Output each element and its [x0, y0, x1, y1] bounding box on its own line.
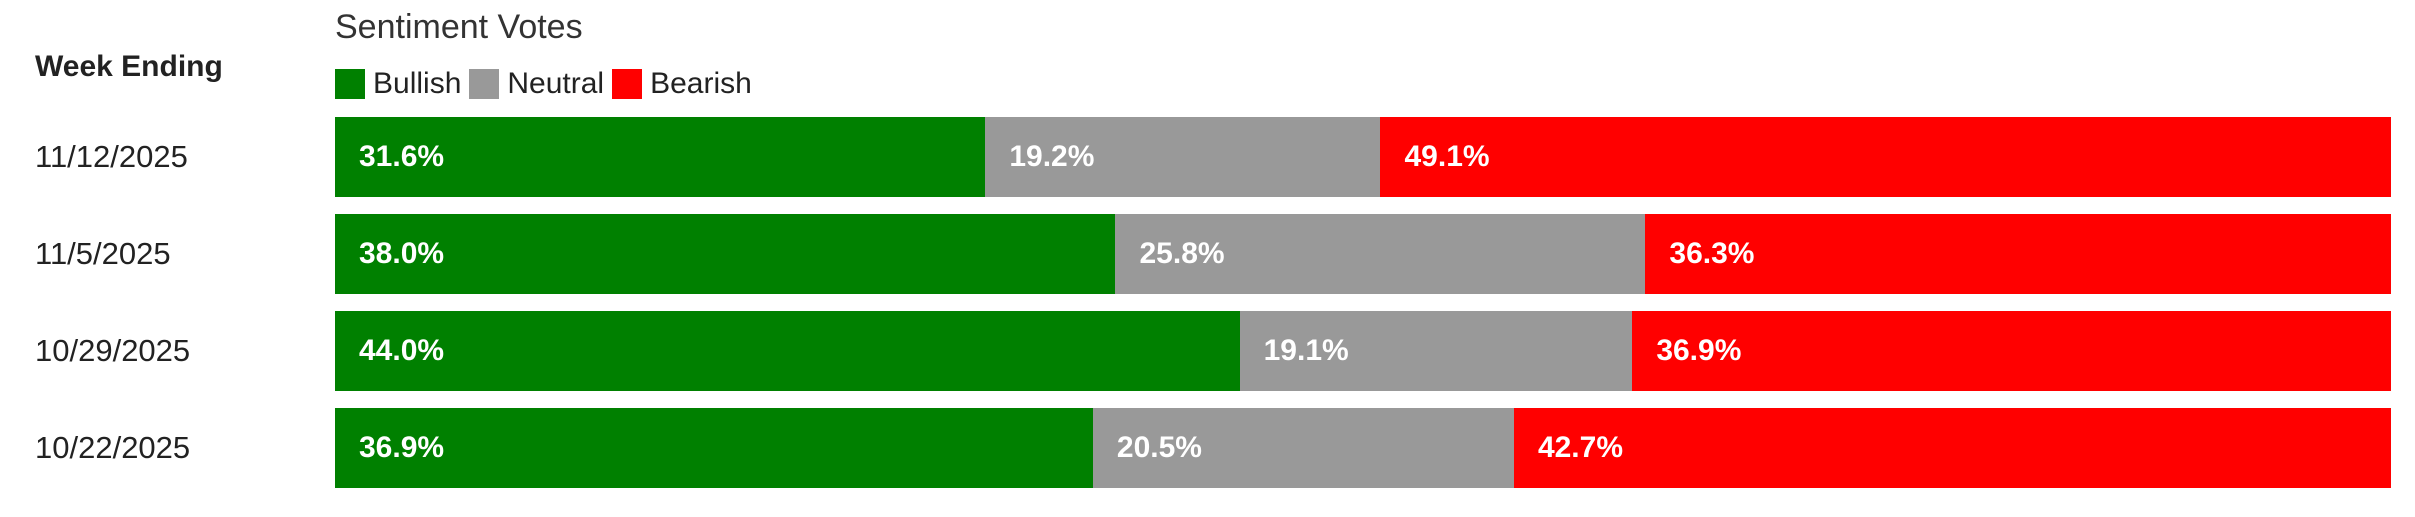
bar-segment-neutral: 19.1%	[1239, 311, 1633, 391]
legend-swatch-bearish	[612, 69, 643, 99]
legend-item-bullish: Bullish	[335, 67, 461, 101]
bar-row: 36.9% 20.5% 42.7%	[335, 408, 2391, 488]
legend-label-bearish: Bearish	[650, 67, 752, 100]
data-label: 49.1%	[1404, 140, 1490, 173]
bar-segment-bullish: 31.6%	[335, 117, 986, 197]
data-label: 19.1%	[1263, 334, 1349, 367]
data-label: 19.2%	[1009, 140, 1095, 173]
data-label: 25.8%	[1139, 237, 1225, 270]
chart-title: Sentiment Votes	[335, 8, 583, 46]
legend-swatch-bullish	[335, 69, 365, 99]
bar-segment-neutral: 19.2%	[985, 117, 1381, 197]
bar-row: 31.6% 19.2% 49.1%	[335, 117, 2391, 197]
legend-item-bearish: Bearish	[612, 67, 752, 101]
row-header: Week Ending	[35, 50, 223, 83]
data-label: 36.9%	[359, 431, 445, 464]
legend: Bullish Neutral Bearish	[335, 64, 760, 104]
row-label: 11/5/2025	[35, 236, 171, 271]
legend-label-neutral: Neutral	[507, 67, 605, 100]
data-label: 20.5%	[1116, 431, 1202, 464]
data-label: 38.0%	[359, 237, 445, 270]
data-label: 36.9%	[1656, 334, 1742, 367]
legend-label-bullish: Bullish	[373, 67, 462, 100]
legend-swatch-neutral	[469, 69, 500, 99]
row-label: 10/22/2025	[35, 430, 191, 465]
legend-item-neutral: Neutral	[469, 67, 604, 101]
data-label: 44.0%	[359, 334, 445, 367]
bar-segment-bearish: 49.1%	[1380, 117, 2391, 197]
bar-segment-bullish: 44.0%	[335, 311, 1240, 391]
bar-segment-neutral: 20.5%	[1092, 408, 1514, 488]
bar-segment-bullish: 36.9%	[335, 408, 1093, 488]
bar-segment-neutral: 25.8%	[1115, 214, 1646, 294]
bar-segment-bearish: 36.3%	[1645, 214, 2391, 294]
row-label: 10/29/2025	[35, 333, 191, 368]
data-label: 36.3%	[1669, 237, 1755, 270]
bar-segment-bullish: 38.0%	[335, 214, 1116, 294]
row-label: 11/12/2025	[35, 139, 188, 174]
data-label: 42.7%	[1537, 431, 1624, 464]
bar-segment-bearish: 42.7%	[1513, 408, 2391, 488]
data-label: 31.6%	[359, 140, 445, 173]
bar-segment-bearish: 36.9%	[1632, 311, 2391, 391]
bar-row: 38.0% 25.8% 36.3%	[335, 214, 2391, 294]
bar-row: 44.0% 19.1% 36.9%	[335, 311, 2391, 391]
